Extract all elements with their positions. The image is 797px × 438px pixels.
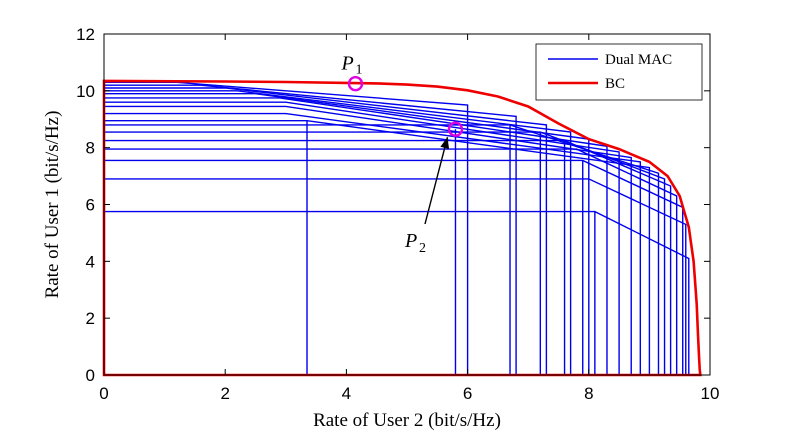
x-tick-label: 2 (220, 384, 229, 403)
dual-mac-region-15 (104, 84, 517, 375)
x-tick-label: 4 (342, 384, 351, 403)
y-tick-label: 0 (86, 366, 95, 385)
annotation-marker-1 (347, 76, 364, 92)
dual-mac-region-10 (104, 101, 620, 375)
annotation-subscript-p1: 1 (355, 63, 362, 78)
y-tick-label: 8 (86, 139, 95, 158)
y-tick-label: 2 (86, 309, 95, 328)
dual-mac-region-12 (104, 92, 590, 375)
dual-mac-region-14 (104, 87, 548, 375)
dual-mac-regions (104, 81, 690, 375)
legend: Dual MAC BC (535, 43, 703, 101)
x-tick-label: 0 (99, 384, 108, 403)
annotation-label-p1: P (340, 53, 353, 75)
dual-mac-region-1 (104, 178, 687, 375)
dual-mac-region-11 (104, 97, 608, 375)
dual-mac-region-0 (104, 210, 690, 375)
dual-mac-region-13 (104, 90, 572, 375)
bc-curve (102, 79, 702, 377)
legend-label-bc: BC (605, 76, 625, 92)
x-axis-label: Rate of User 2 (bit/s/Hz) (313, 410, 501, 431)
legend-box (535, 43, 703, 101)
y-tick-label: 6 (86, 196, 95, 215)
x-tick-label: 8 (584, 384, 593, 403)
annotation-arrow-head (440, 137, 450, 149)
annotations: P 1P 2 (340, 53, 464, 256)
annotation-marker-2 (447, 121, 464, 137)
annotation-subscript-p2: 2 (419, 241, 426, 256)
y-tick-label: 12 (76, 25, 95, 44)
dual-mac-vertical-lines (306, 120, 596, 375)
y-tick-label: 4 (86, 252, 95, 271)
dual-mac-region-7 (104, 119, 651, 375)
y-tick-label: 10 (76, 82, 95, 101)
annotation-label-p2: P (404, 230, 417, 252)
y-axis-label: Rate of User 1 (bit/s/Hz) (42, 111, 63, 299)
dual-mac-region-8 (104, 112, 642, 375)
legend-label-dual-mac: Dual MAC (605, 52, 672, 68)
dual-mac-region-9 (104, 105, 632, 375)
dual-mac-region-3 (104, 148, 678, 375)
dual-mac-region-2 (104, 159, 684, 375)
x-tick-label: 10 (701, 384, 720, 403)
x-tick-label: 6 (463, 384, 472, 403)
annotation-arrow-shaft (424, 137, 449, 225)
